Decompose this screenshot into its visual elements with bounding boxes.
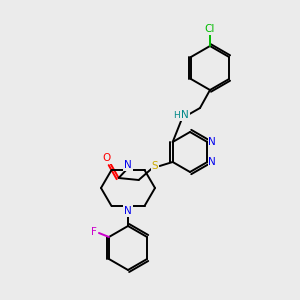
Text: N: N xyxy=(208,137,216,147)
Text: N: N xyxy=(208,157,216,167)
Text: N: N xyxy=(124,160,132,170)
Text: O: O xyxy=(103,153,111,163)
Text: N: N xyxy=(124,206,132,216)
Text: F: F xyxy=(91,227,97,237)
Text: Cl: Cl xyxy=(205,24,215,34)
Text: N: N xyxy=(181,110,189,120)
Text: S: S xyxy=(152,161,158,171)
Text: H: H xyxy=(172,110,179,119)
